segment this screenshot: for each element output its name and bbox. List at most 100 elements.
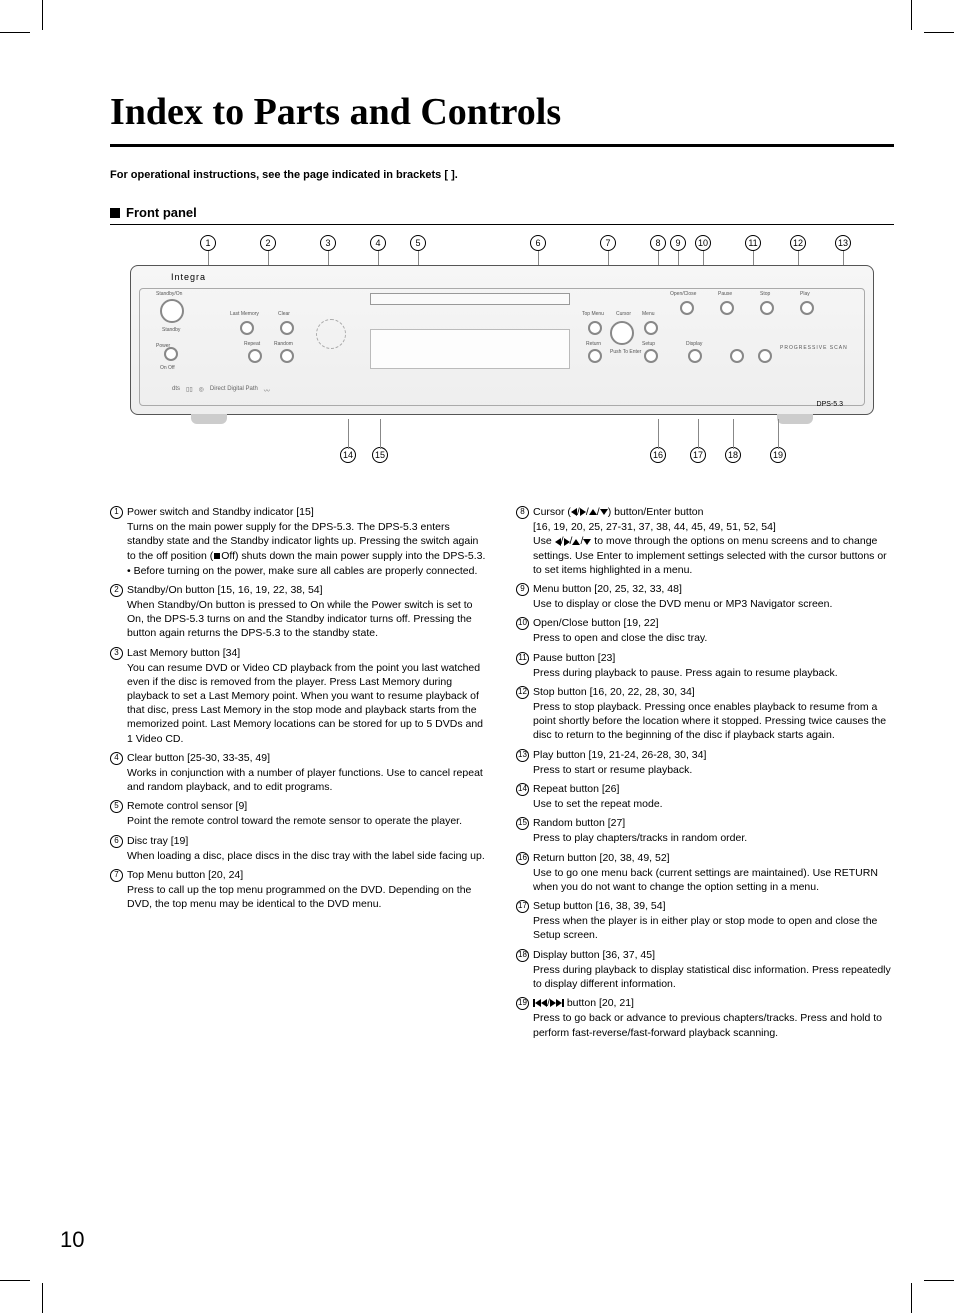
cd-logo: ◎ [199,386,204,395]
entry-number-icon: 16 [516,852,529,865]
description-columns: 1Power switch and Standby indicator [15]… [110,505,894,1045]
entry-number-icon: 13 [516,749,529,762]
callout-14: 14 [340,447,356,463]
entry-body: Turns on the main power supply for the D… [127,520,488,563]
callout-lead [678,251,679,265]
entry-number-icon: 14 [516,783,529,796]
entry-number-icon: 11 [516,652,529,665]
callout-7: 7 [600,235,616,251]
bar-icon [562,999,564,1007]
top-menu-button [588,321,602,335]
entry-head: 7Top Menu button [20, 24] [110,868,488,882]
standby-on-label: Standby/On [156,291,182,297]
callout-19: 19 [770,447,786,463]
stop-label: Stop [760,291,770,297]
menu-button [644,321,658,335]
entry-19: 19/ button [20, 21]Press to go back or a… [516,996,894,1040]
repeat-label: Repeat [244,341,260,347]
entry-number-icon: 17 [516,900,529,913]
page: Index to Parts and Controls For operatio… [60,60,894,1253]
section-label: Front panel [126,205,197,220]
entry-head: 9Menu button [20, 25, 32, 33, 48] [516,582,894,596]
callout-lead [418,251,419,265]
callout-lead [608,251,609,265]
entry-number-icon: 12 [516,686,529,699]
callout-17: 17 [690,447,706,463]
entry-16: 16Return button [20, 38, 49, 52]Use to g… [516,851,894,895]
section-heading: Front panel [60,205,894,220]
callout-13: 13 [835,235,851,251]
cursor-enter-knob [610,321,634,345]
entry-body: Press when the player is in either play … [533,914,894,942]
callout-lead [703,251,704,265]
entry-head: 3Last Memory button [34] [110,646,488,660]
callout-lead [843,251,844,265]
entry-head: 19/ button [20, 21] [516,996,894,1010]
callout-lead [328,251,329,265]
entry-head: 16Return button [20, 38, 49, 52] [516,851,894,865]
entry-5: 5Remote control sensor [9]Point the remo… [110,799,488,828]
callout-3: 3 [320,235,336,251]
random-button [280,349,294,363]
entry-title: Open/Close button [19, 22] [533,616,659,630]
entry-body: When loading a disc, place discs in the … [127,849,488,863]
entry-number-icon: 2 [110,584,123,597]
entry-body: Works in conjunction with a number of pl… [127,766,488,794]
entry-title: Standby/On button [15, 16, 19, 22, 38, 5… [127,583,323,597]
callout-lead [658,251,659,265]
cursor-up-icon [572,539,580,545]
entry-17: 17 Setup button [16, 38, 39, 54]Press whe… [516,899,894,943]
entry-head: 4Clear button [25-30, 33-35, 49] [110,751,488,765]
cursor-down-icon [583,539,591,545]
entry-title: / button [20, 21] [533,996,634,1010]
entry-18: 18Display button [36, 37, 45]Press durin… [516,948,894,992]
crop-mark [924,32,954,33]
entry-body: [16, 19, 20, 25, 27-31, 37, 38, 44, 45, … [533,520,894,577]
entry-14: 14Repeat button [26]Use to set the repea… [516,782,894,811]
callout-16: 16 [650,447,666,463]
vlsc-logo: 〰 [264,386,270,395]
crop-mark [911,0,912,30]
entry-title: Play button [19, 21-24, 26-28, 30, 34] [533,748,706,762]
callout-12: 12 [790,235,806,251]
push-enter-label: Push To Enter [610,349,641,355]
entry-body: Press to stop playback. Pressing once en… [533,700,894,743]
remote-sensor [316,319,346,349]
power-label: Power [156,343,170,349]
entry-3: 3Last Memory button [34]You can resume D… [110,646,488,746]
progressive-scan-label: PROGRESSIVE SCAN [780,345,848,351]
section-rule [110,224,894,225]
entry-number-icon: 5 [110,800,123,813]
page-title: Index to Parts and Controls [60,90,894,134]
display-button [688,349,702,363]
callout-2: 2 [260,235,276,251]
entry-title: Repeat button [26] [533,782,619,796]
entry-number-icon: 10 [516,617,529,630]
entry-title: Pause button [23] [533,651,615,665]
callout-lead [208,251,209,265]
entry-title: Setup button [16, 38, 39, 54] [533,899,666,913]
page-number: 10 [60,1227,84,1253]
play-button [800,301,814,315]
entry-title: Clear button [25-30, 33-35, 49] [127,751,270,765]
entry-title: Last Memory button [34] [127,646,240,660]
cursor-up-icon [589,509,597,515]
last-memory-button [240,321,254,335]
entry-head: 6Disc tray [19] [110,834,488,848]
direct-digital-label: Direct Digital Path [210,386,258,395]
entry-head: 14 Repeat button [26] [516,782,894,796]
device-chassis: Integra Standby/On Standby Power On Off … [130,265,874,415]
entry-number-icon: 6 [110,835,123,848]
callout-6: 6 [530,235,546,251]
top-menu-label: Top Menu [582,311,604,317]
entry-head: 17 Setup button [16, 38, 39, 54] [516,899,894,913]
entry-head: 2 Standby/On button [15, 16, 19, 22, 38, … [110,583,488,597]
entry-number-icon: 9 [516,583,529,596]
entry-body: Press to open and close the disc tray. [533,631,894,645]
entry-head: 12Stop button [16, 20, 22, 28, 30, 34] [516,685,894,699]
entry-8: 8Cursor (///) button/Enter button[16, 19… [516,505,894,577]
brand-label: Integra [171,272,206,282]
entry-body: Press to start or resume playback. [533,763,894,777]
display-window [370,329,570,369]
entry-body: Press to play chapters/tracks in random … [533,831,894,845]
